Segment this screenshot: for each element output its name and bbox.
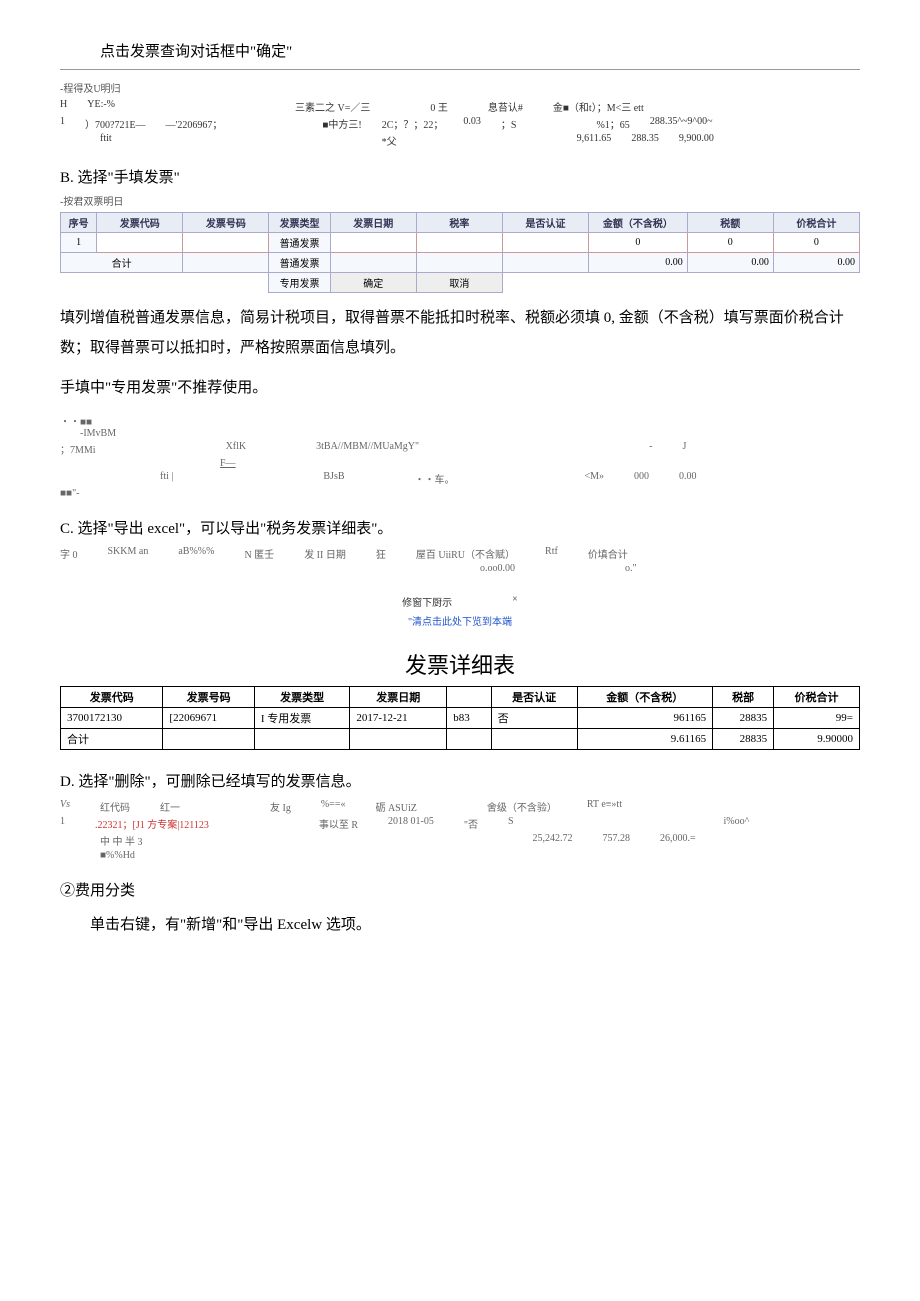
invoice-detail-table: 发票代码 发票号码 发票类型 发票日期 是否认证 金额（不含税） 税部 价税合计…	[60, 686, 860, 750]
col-amount: 金额（不含税）	[589, 213, 688, 233]
dh-blank	[447, 687, 491, 708]
col-date: 发票日期	[330, 213, 416, 233]
section-2-body: 单击右键，有"新增"和"导出 Excelw 选项。	[60, 910, 860, 940]
detail-row-1: 3700172130 [22069671 I 专用发票 2017-12-21 b…	[61, 708, 860, 729]
col-cert: 是否认证	[502, 213, 588, 233]
dh-cert: 是否认证	[491, 687, 577, 708]
dh-date: 发票日期	[350, 687, 447, 708]
data-row-1: 1）700?721E— —'2206967； ■中方三! 2C；？；22；0.0…	[60, 116, 860, 131]
col-seq: 序号	[61, 213, 97, 233]
cell-sum-amount: 0.00	[589, 253, 688, 273]
download-dialog: 修窗下厨示 × "清点击此处下览到本端	[60, 594, 860, 628]
body-text-1: 填列增值税普通发票信息，简易计税项目，取得普票不能抵扣时税率、税额必须填 0, …	[60, 303, 860, 363]
close-icon[interactable]: ×	[512, 594, 518, 609]
dropdown-type[interactable]: 普通发票	[269, 233, 330, 253]
input-date[interactable]	[330, 233, 416, 253]
col-total: 价税合计	[773, 213, 859, 233]
dropdown-option-normal[interactable]: 普通发票	[269, 253, 330, 273]
confirm-button[interactable]: 确定	[330, 273, 416, 293]
input-number[interactable]	[183, 233, 269, 253]
dialog-title: 修窗下厨示	[402, 594, 452, 609]
dh-number: 发票号码	[163, 687, 254, 708]
cancel-button[interactable]: 取消	[416, 273, 502, 293]
data-row-sum: ftit *父 9,611.65 288.35 9,900.00	[60, 133, 860, 148]
table-input-row[interactable]: 1 普通发票 0 0 0	[61, 233, 860, 253]
col-tax: 税额	[687, 213, 773, 233]
input-rate[interactable]	[416, 233, 502, 253]
invoice-input-table: 序号 发票代码 发票号码 发票类型 发票日期 税率 是否认证 金额（不含税） 税…	[60, 212, 860, 293]
detail-header-row: 发票代码 发票号码 发票类型 发票日期 是否认证 金额（不含税） 税部 价税合计	[61, 687, 860, 708]
table-header-row: 序号 发票代码 发票号码 发票类型 发票日期 税率 是否认证 金额（不含税） 税…	[61, 213, 860, 233]
dh-total: 价税合计	[774, 687, 860, 708]
table-sum-row: 合计 普通发票 0.00 0.00 0.00	[61, 253, 860, 273]
dropdown-option-special[interactable]: 专用发票	[269, 273, 330, 293]
body-text-2: 手填中"专用发票"不推荐使用。	[60, 373, 860, 403]
dropdown-expanded-row: 专用发票 确定 取消	[61, 273, 860, 293]
col-number: 发票号码	[183, 213, 269, 233]
detail-table-title: 发票详细表	[60, 648, 860, 680]
col-rate: 税率	[416, 213, 502, 233]
download-link[interactable]: "清点击此处下览到本端	[60, 613, 860, 628]
section-b-heading: B. 选择"手填发票"	[60, 166, 860, 187]
divider	[60, 69, 860, 70]
col-code: 发票代码	[97, 213, 183, 233]
table-label-b: -按君双票明日	[60, 193, 860, 208]
input-tax[interactable]: 0	[687, 233, 773, 253]
dh-amount: 金额（不含税）	[577, 687, 713, 708]
cell-sum-label: 合计	[61, 253, 183, 273]
cell-sum-total: 0.00	[773, 253, 859, 273]
cell-sum-tax: 0.00	[687, 253, 773, 273]
input-cert[interactable]	[502, 233, 588, 253]
dh-type: 发票类型	[254, 687, 350, 708]
faint-block-1: ・・■■ -IMvBM ；7MMi XflK 3tBA//MBM//MUaMgY…	[60, 413, 860, 499]
export-header-row: 字 0 SKKM an aB%%% N 匿壬 发 II 日期 狂 屋百 UiiR…	[60, 546, 860, 574]
delete-row-block: Vs 红代码 红一 友 Ig %==« 砺 ASUiZ 舍级（不含验） RT e…	[60, 799, 860, 861]
cell-seq: 1	[61, 233, 97, 253]
section-d-heading: D. 选择"删除"，可删除已经填写的发票信息。	[60, 770, 860, 791]
detail-row-sum: 合计 9.61165 28835 9.90000	[61, 729, 860, 750]
main-title: 点击发票查询对话框中"确定"	[60, 40, 860, 61]
input-total[interactable]: 0	[773, 233, 859, 253]
row1-label: -程得及U明归	[60, 80, 860, 95]
dh-code: 发票代码	[61, 687, 163, 708]
input-code[interactable]	[97, 233, 183, 253]
col-type: 发票类型	[269, 213, 330, 233]
section-2-heading: ②费用分类	[60, 879, 860, 900]
input-amount[interactable]: 0	[589, 233, 688, 253]
section-c-heading: C. 选择"导出 excel"，可以导出"税务发票详细表"。	[60, 517, 860, 538]
data-row-header: HYE:-% 三素二之 V=／三 0 王 息苔认# 金■（和t）；M<三 ett	[60, 99, 860, 114]
dh-tax: 税部	[713, 687, 774, 708]
